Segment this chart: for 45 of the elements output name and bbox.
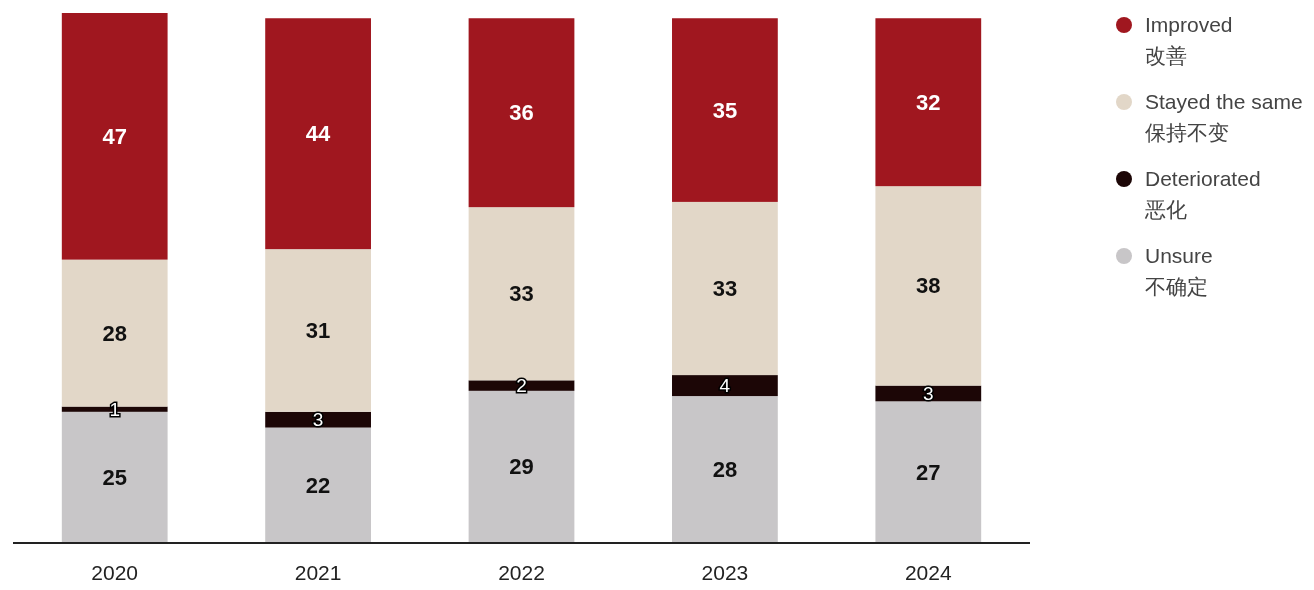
x-tick-label: 2024	[904, 561, 952, 584]
x-tick-label: 2022	[498, 561, 545, 584]
data-label: 33	[712, 276, 738, 301]
data-label: 28	[712, 457, 738, 483]
data-label: 44	[305, 121, 332, 147]
data-label: 4	[719, 375, 731, 397]
bar	[875, 186, 982, 386]
x-tick-label: 2020	[91, 561, 139, 584]
bar	[672, 18, 778, 202]
legend-label: Unsure 不确定	[1145, 244, 1213, 298]
bar	[875, 18, 982, 187]
data-label: 33	[509, 281, 534, 307]
data-label: 3	[312, 409, 324, 431]
data-label: 31	[305, 317, 331, 343]
data-label: 3	[923, 382, 934, 404]
bar	[61, 13, 168, 260]
bar	[672, 396, 778, 543]
bar	[265, 411, 371, 428]
bar	[468, 380, 575, 391]
data-label: 22	[305, 472, 331, 498]
data-label: 36	[509, 100, 534, 126]
data-label: 25	[102, 464, 127, 490]
bar	[468, 207, 575, 381]
bar	[265, 249, 371, 412]
legend-label: Improved 改善	[1145, 13, 1233, 67]
bar	[265, 427, 371, 543]
data-label: 38	[916, 273, 941, 299]
legend-label: Stayed the same 保持不变	[1145, 90, 1303, 144]
data-label: 29	[509, 454, 534, 480]
bar	[672, 375, 778, 397]
x-tick-label: 2023	[701, 561, 749, 584]
data-label: 32	[916, 89, 941, 115]
bar	[875, 401, 982, 543]
data-label: 35	[712, 97, 738, 123]
bar	[468, 390, 575, 543]
bar	[265, 18, 371, 250]
x-tick-label: 2021	[294, 561, 342, 584]
bar	[672, 201, 778, 376]
data-label: 27	[916, 459, 941, 485]
data-label: 2	[516, 375, 527, 397]
data-label: 47	[102, 123, 127, 149]
bar	[468, 18, 575, 208]
data-label: 1	[109, 398, 120, 420]
legend-label: Deteriorated 恶化	[1144, 167, 1261, 221]
data-label: 28	[102, 320, 127, 346]
